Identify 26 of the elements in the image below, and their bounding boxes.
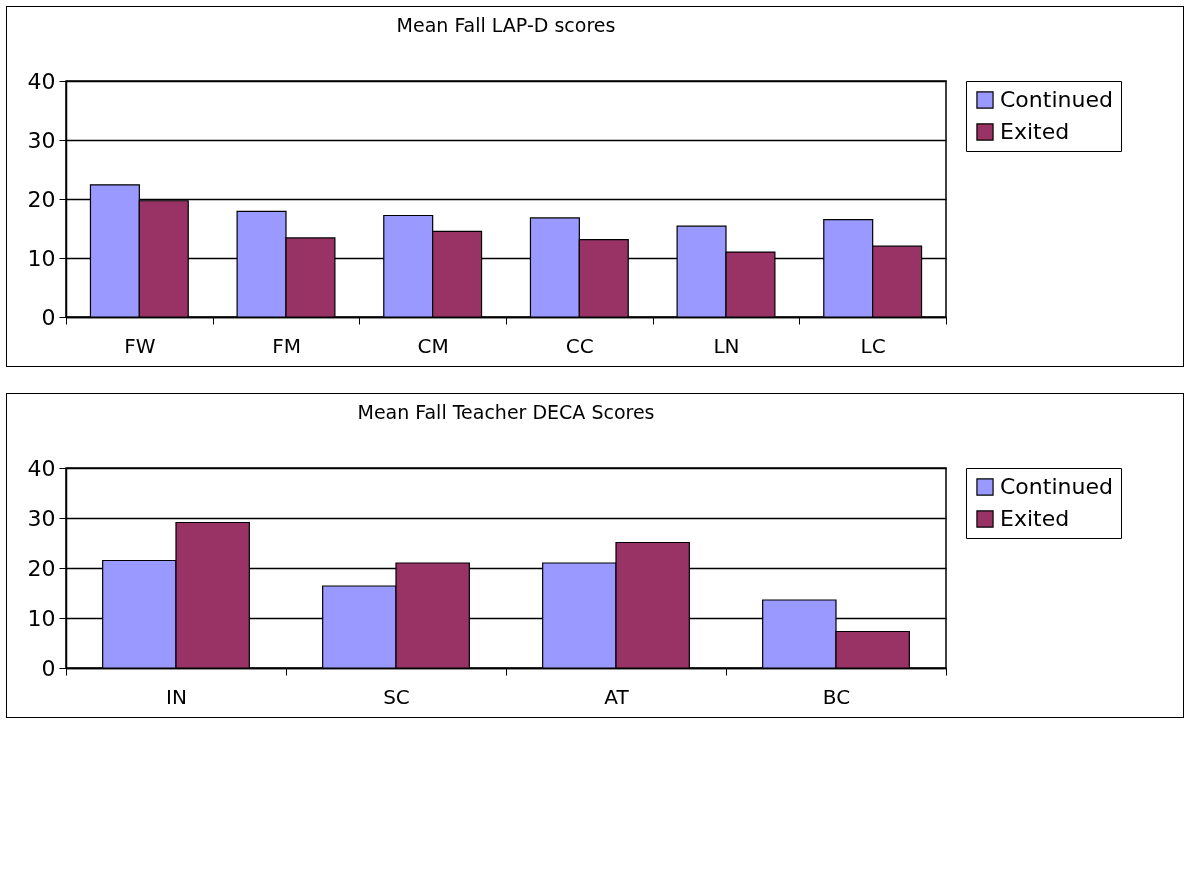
- y-tick-label: 10: [27, 605, 56, 631]
- x-tick-label: CM: [417, 333, 449, 358]
- x-tick-label: LC: [860, 333, 886, 358]
- y-tick-label: 30: [27, 127, 56, 153]
- y-tick-label: 20: [27, 186, 56, 212]
- legend-label: Continued: [1000, 87, 1113, 112]
- x-tick-label: SC: [383, 684, 410, 709]
- chart-title: Mean Fall LAP-D scores: [396, 14, 616, 36]
- legend-label: Exited: [1000, 506, 1070, 531]
- x-tick-label: IN: [166, 684, 187, 709]
- y-tick-label: 40: [27, 68, 56, 94]
- x-tick-label: AT: [604, 684, 630, 709]
- x-tick-label: BC: [822, 684, 851, 709]
- legend-label: Exited: [1000, 119, 1070, 144]
- x-tick-label: FW: [124, 333, 156, 358]
- y-tick-label: 0: [41, 304, 56, 330]
- x-tick-label: CC: [565, 333, 594, 358]
- x-tick-label: FM: [272, 333, 301, 358]
- y-tick-label: 30: [27, 505, 56, 531]
- y-tick-label: 10: [27, 245, 56, 271]
- chart-title: Mean Fall Teacher DECA Scores: [357, 401, 655, 423]
- y-tick-label: 0: [41, 655, 56, 681]
- x-tick-label: LN: [713, 333, 740, 358]
- legend-label: Continued: [1000, 474, 1113, 499]
- y-tick-label: 20: [27, 555, 56, 581]
- y-tick-label: 40: [27, 455, 56, 481]
